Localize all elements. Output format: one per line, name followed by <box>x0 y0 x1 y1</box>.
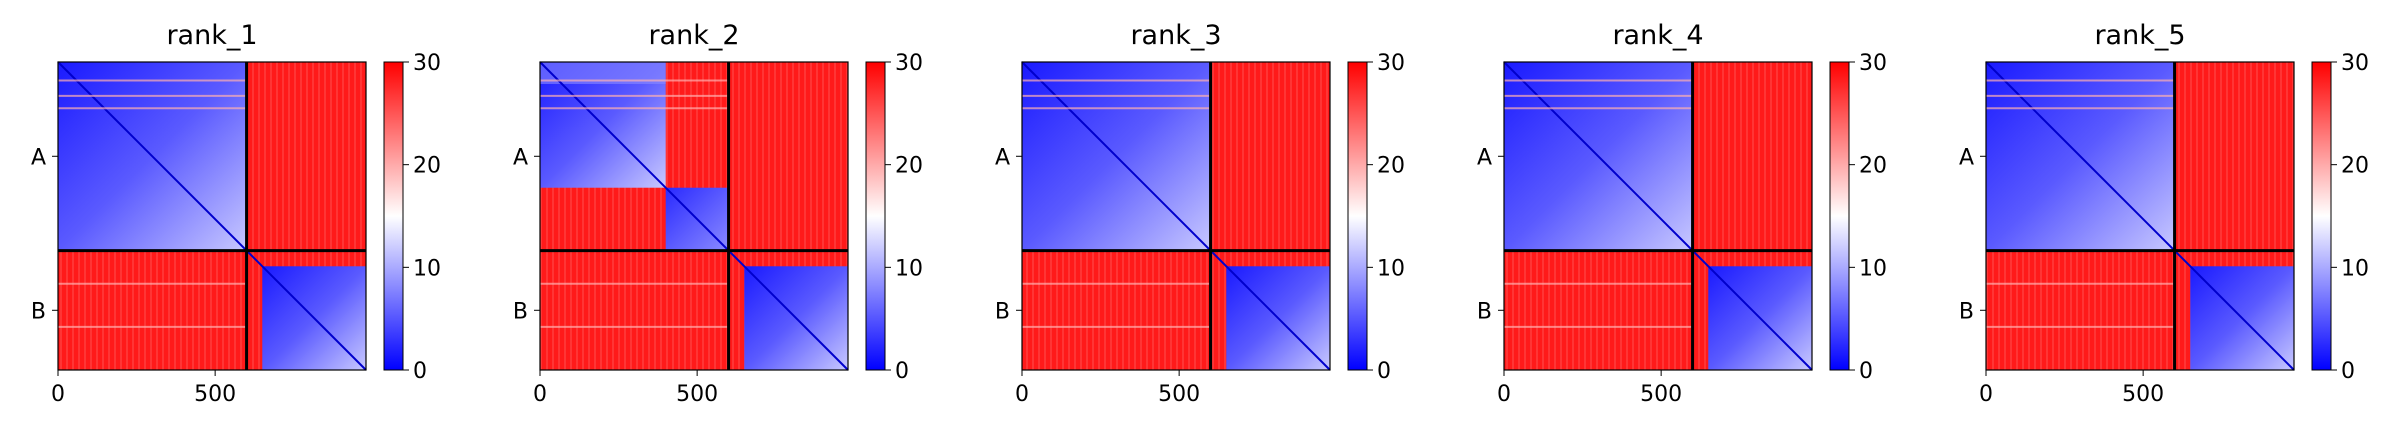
colorbar-tick-label: 20 <box>2341 154 2369 179</box>
panel-4: rank_4 A B 0 500 0 10 20 30 <box>1477 20 1887 407</box>
y-tick-label: A <box>1959 145 1974 170</box>
panel-3: rank_3 A B 0 500 0 10 20 30 <box>995 20 1405 407</box>
colorbar <box>1347 61 1368 371</box>
panel-title: rank_2 <box>648 20 739 51</box>
axes-frame <box>539 61 849 371</box>
colorbar-tick-label: 0 <box>413 359 427 384</box>
colorbar-tick-label: 0 <box>895 359 909 384</box>
colorbar-tick-label: 10 <box>895 256 923 281</box>
x-tick-label: 500 <box>2122 382 2164 407</box>
colorbar-tick-label: 0 <box>1377 359 1391 384</box>
y-tick-label: A <box>31 145 46 170</box>
x-tick-label: 0 <box>1497 382 1511 407</box>
colorbar-tick-label: 10 <box>2341 256 2369 281</box>
axes-frame <box>57 61 367 371</box>
heatmap-diagonal <box>1021 61 1331 371</box>
colorbar <box>383 61 404 371</box>
y-tick-label: B <box>513 299 528 324</box>
panel-title: rank_3 <box>1130 20 1221 51</box>
panel-title: rank_1 <box>166 20 257 51</box>
x-tick-label: 500 <box>194 382 236 407</box>
colorbar-tick-label: 30 <box>2341 51 2369 76</box>
colorbar <box>2311 61 2332 371</box>
heatmap-diagonal <box>1503 61 1813 371</box>
y-tick-label: A <box>995 145 1010 170</box>
x-tick-label: 500 <box>1640 382 1682 407</box>
heatmap-diagonal <box>57 61 367 371</box>
colorbar-tick-label: 10 <box>413 256 441 281</box>
colorbar-tick-label: 0 <box>1859 359 1873 384</box>
colorbar-tick-label: 30 <box>1377 51 1405 76</box>
x-tick-label: 500 <box>676 382 718 407</box>
x-tick-label: 0 <box>51 382 65 407</box>
axes-frame <box>1021 61 1331 371</box>
colorbar <box>865 61 886 371</box>
colorbar-tick-label: 10 <box>1377 256 1405 281</box>
panel-title: rank_5 <box>2094 20 2185 51</box>
colorbar-tick-label: 20 <box>1859 154 1887 179</box>
x-tick-label: 0 <box>1015 382 1029 407</box>
panel-5: rank_5 A B 0 500 0 10 20 30 <box>1959 20 2369 407</box>
axes-frame <box>1503 61 1813 371</box>
panel-2: rank_2 A B 0 500 0 10 20 30 <box>513 20 923 407</box>
y-tick-label: B <box>1477 299 1492 324</box>
colorbar-tick-label: 10 <box>1859 256 1887 281</box>
colorbar-tick-label: 30 <box>413 51 441 76</box>
y-tick-label: A <box>1477 145 1492 170</box>
panel-title: rank_4 <box>1612 20 1703 51</box>
colorbar-tick-label: 30 <box>895 51 923 76</box>
colorbar <box>1829 61 1850 371</box>
x-tick-label: 500 <box>1158 382 1200 407</box>
colorbar-tick-label: 20 <box>413 154 441 179</box>
y-tick-label: B <box>1959 299 1974 324</box>
axes-frame <box>1985 61 2295 371</box>
y-tick-label: B <box>995 299 1010 324</box>
panel-1: rank_1 A B 0 500 0 10 20 30 <box>31 20 441 407</box>
y-tick-label: B <box>31 299 46 324</box>
heatmap-diagonal <box>539 61 849 371</box>
y-tick-label: A <box>513 145 528 170</box>
x-tick-label: 0 <box>533 382 547 407</box>
colorbar-tick-label: 30 <box>1859 51 1887 76</box>
x-tick-label: 0 <box>1979 382 1993 407</box>
heatmap-band <box>540 62 666 84</box>
colorbar-tick-label: 0 <box>2341 359 2355 384</box>
heatmap-diagonal <box>1985 61 2295 371</box>
colorbar-tick-label: 20 <box>895 154 923 179</box>
colorbar-tick-label: 20 <box>1377 154 1405 179</box>
